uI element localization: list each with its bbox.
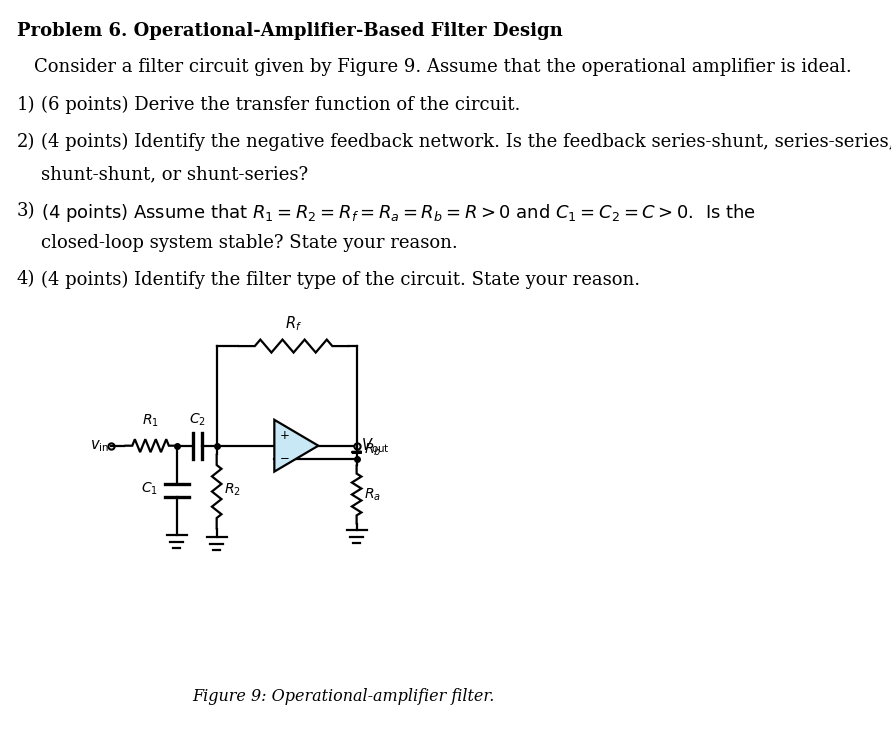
- Text: Figure 9: Operational-amplifier filter.: Figure 9: Operational-amplifier filter.: [192, 688, 495, 705]
- Text: $+$: $+$: [279, 429, 290, 442]
- Text: closed-loop system stable? State your reason.: closed-loop system stable? State your re…: [41, 235, 458, 252]
- Polygon shape: [274, 420, 318, 471]
- Text: $R_f$: $R_f$: [285, 314, 302, 333]
- Text: $V_{\rm out}$: $V_{\rm out}$: [361, 436, 390, 455]
- Text: shunt-shunt, or shunt-series?: shunt-shunt, or shunt-series?: [41, 166, 308, 183]
- Text: $-$: $-$: [279, 450, 290, 463]
- Text: 4): 4): [17, 270, 35, 288]
- Text: $v_{\rm in}$: $v_{\rm in}$: [90, 438, 109, 453]
- Text: $R_a$: $R_a$: [364, 486, 381, 503]
- Text: Consider a filter circuit given by Figure 9. Assume that the operational amplifi: Consider a filter circuit given by Figur…: [34, 58, 852, 76]
- Text: $C_2$: $C_2$: [189, 412, 206, 428]
- Text: (4 points) Identify the negative feedback network. Is the feedback series-shunt,: (4 points) Identify the negative feedbac…: [41, 133, 891, 151]
- Text: 1): 1): [17, 96, 36, 114]
- Text: (4 points) Identify the filter type of the circuit. State your reason.: (4 points) Identify the filter type of t…: [41, 270, 641, 289]
- Text: $R_b$: $R_b$: [364, 442, 381, 458]
- Text: $C_1$: $C_1$: [141, 480, 158, 497]
- Text: $R_1$: $R_1$: [142, 412, 159, 429]
- Text: (6 points) Derive the transfer function of the circuit.: (6 points) Derive the transfer function …: [41, 96, 520, 114]
- Text: 3): 3): [17, 202, 36, 219]
- Text: $R_2$: $R_2$: [225, 481, 241, 498]
- Text: (4 points) Assume that $R_1 = R_2 = R_f = R_a = R_b = R > 0$ and $C_1 = C_2 = C : (4 points) Assume that $R_1 = R_2 = R_f …: [41, 202, 756, 224]
- Text: Problem 6. Operational-Amplifier-Based Filter Design: Problem 6. Operational-Amplifier-Based F…: [17, 23, 562, 40]
- Text: 2): 2): [17, 133, 35, 151]
